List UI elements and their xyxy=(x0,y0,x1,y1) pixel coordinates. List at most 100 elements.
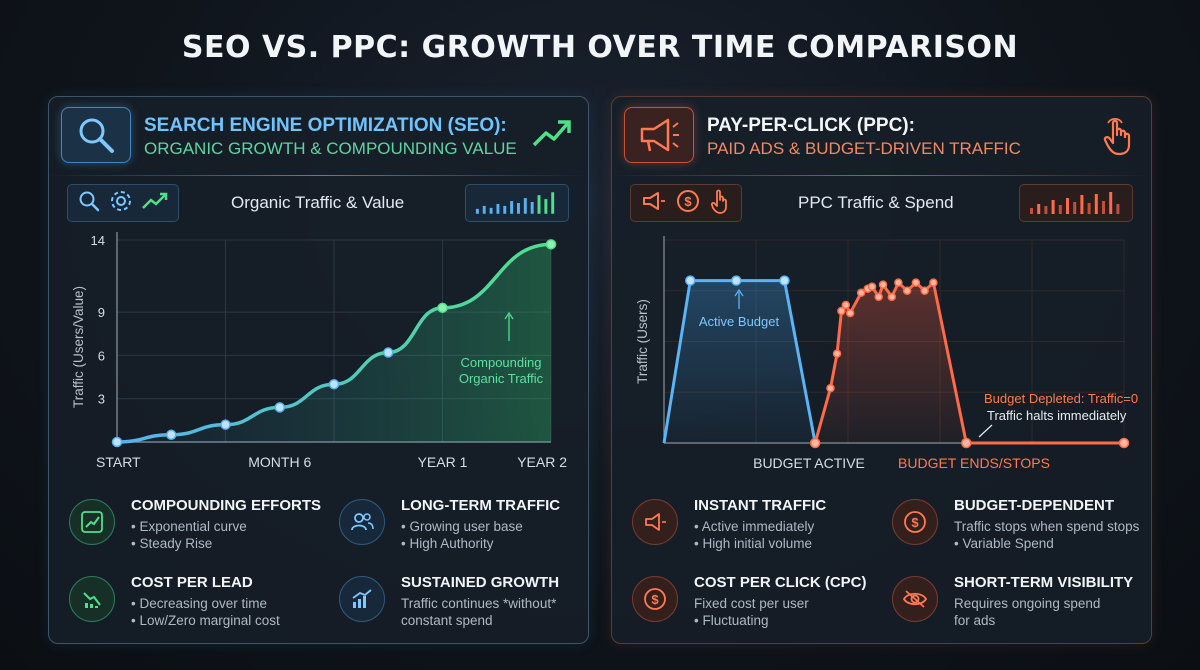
annotation-arrowhead xyxy=(504,311,514,320)
data-point xyxy=(887,292,897,302)
mini-bar xyxy=(1116,204,1120,214)
feature-sustained-growth: SUSTAINED GROWTH Traffic continues *with… xyxy=(339,574,599,640)
mini-bar xyxy=(503,205,507,214)
mini-bar xyxy=(510,201,514,214)
feature-line: constant spend xyxy=(401,613,493,628)
feature-title: SUSTAINED GROWTH xyxy=(401,574,560,591)
annotation-label: Budget Depleted: Traffic=0 xyxy=(984,391,1138,406)
data-point xyxy=(867,282,877,291)
data-point xyxy=(166,429,177,441)
y-axis-label: Traffic (Users/Value) xyxy=(71,286,86,408)
annotation-arrow xyxy=(978,424,993,438)
megaphone-icon xyxy=(624,107,694,163)
feature-long-term-traffic: LONG-TERM TRAFFIC • Growing user base • … xyxy=(339,497,599,563)
y-tick-label: 9 xyxy=(98,305,105,320)
feature-title: COMPOUNDING EFFORTS xyxy=(131,497,321,514)
dollar-coin-icon: $ xyxy=(632,576,678,622)
data-point xyxy=(894,278,903,287)
feature-line: • Decreasing over time xyxy=(131,596,268,611)
data-point xyxy=(826,383,835,393)
eye-icon xyxy=(892,576,938,622)
click-hand-icon xyxy=(709,188,731,219)
rising-bars-icon xyxy=(339,576,385,622)
feature-line: for ads xyxy=(954,613,996,628)
data-point xyxy=(832,349,842,358)
feature-title: COST PER CLICK (CPC) xyxy=(694,574,867,591)
data-point xyxy=(911,278,921,287)
data-point xyxy=(328,379,340,390)
mini-bar xyxy=(1073,202,1077,214)
growth-chart-icon xyxy=(69,499,115,545)
megaphone-icon xyxy=(641,190,667,217)
bar-chart-icon xyxy=(465,184,569,222)
seo-subtitle: ORGANIC GROWTH & COMPOUNDING VALUE xyxy=(144,139,517,158)
mini-bar xyxy=(551,192,555,214)
mini-bar xyxy=(1058,205,1062,214)
mini-bar xyxy=(1066,198,1069,214)
y-tick-label: 3 xyxy=(98,392,105,407)
megaphone-icon xyxy=(632,499,678,545)
y-axis-label: Traffic (Users) xyxy=(635,299,650,384)
mini-bar xyxy=(482,205,486,214)
data-point xyxy=(274,402,285,413)
mini-bar xyxy=(475,208,479,214)
feature-line: • Low/Zero marginal cost xyxy=(131,613,280,628)
seo-toolbar xyxy=(67,184,179,222)
mini-bar xyxy=(496,203,500,214)
x-tick-label: START xyxy=(96,454,141,470)
data-point xyxy=(929,278,938,287)
search-icon xyxy=(77,189,101,218)
data-point xyxy=(874,292,883,302)
data-point xyxy=(961,437,972,449)
declining-chart-icon xyxy=(69,576,115,622)
data-point xyxy=(845,308,855,318)
mini-bar xyxy=(537,195,541,214)
mini-bar xyxy=(1080,195,1084,214)
data-point xyxy=(809,437,821,449)
seo-traffic-chart: 3 6 9 14 START MONTH 6 YEAR 1 YEAR 2 Traffic (Us… xyxy=(71,232,567,470)
feature-title: COST PER LEAD xyxy=(131,574,253,591)
annotation-arrowhead xyxy=(734,288,744,297)
data-point xyxy=(878,280,888,289)
data-point xyxy=(1118,437,1130,449)
data-point xyxy=(383,347,394,358)
feature-line: • Active immediately xyxy=(694,519,815,534)
data-point xyxy=(837,306,846,316)
svg-text:$: $ xyxy=(911,515,919,530)
feature-line: Requires ongoing spend xyxy=(954,596,1101,611)
feature-title: SHORT-TERM VISIBILITY xyxy=(954,574,1134,591)
ppc-traffic-chart: Traffic (Users) BUDGET ACTIVE BUDGET ENDS/… xyxy=(635,236,1138,471)
feature-line: • High initial volume xyxy=(694,536,813,551)
y-tick-label: 6 xyxy=(98,348,105,363)
feature-title: BUDGET-DEPENDENT xyxy=(954,497,1115,514)
svg-text:$: $ xyxy=(684,194,692,209)
feature-title: LONG-TERM TRAFFIC xyxy=(401,497,561,514)
data-point xyxy=(111,436,123,448)
mini-bar xyxy=(544,199,548,214)
feature-line: • Growing user base xyxy=(401,519,523,534)
trend-up-icon xyxy=(141,190,169,217)
feature-line: Traffic continues *without* xyxy=(401,596,557,611)
data-point xyxy=(856,288,866,298)
seo-chart-title: Organic Traffic & Value xyxy=(231,193,405,212)
feature-line: • Steady Rise xyxy=(131,536,213,551)
click-hand-icon xyxy=(1097,115,1137,162)
feature-cost-per-click: $ COST PER CLICK (CPC) Fixed cost per us… xyxy=(632,574,892,640)
dollar-coin-icon: $ xyxy=(892,499,938,545)
page-title: SEO VS. PPC: GROWTH OVER TIME COMPARISON xyxy=(181,30,1019,65)
feature-cost-per-lead: COST PER LEAD • Decreasing over time • L… xyxy=(69,574,329,640)
feature-budget-dependent: $ BUDGET-DEPENDENT Traffic stops when sp… xyxy=(892,497,1152,563)
data-point xyxy=(220,419,231,430)
ppc-panel: PAY-PER-CLICK (PPC): PAID ADS & BUDGET-D… xyxy=(611,96,1152,644)
feature-instant-traffic: INSTANT TRAFFIC • Active immediately • H… xyxy=(632,497,892,563)
feature-line: • High Authority xyxy=(401,536,494,551)
feature-compounding-efforts: COMPOUNDING EFFORTS • Exponential curve … xyxy=(69,497,329,563)
search-icon xyxy=(61,107,131,163)
svg-text:$: $ xyxy=(651,592,659,607)
dollar-coin-icon: $ xyxy=(675,188,701,219)
data-point xyxy=(902,286,912,295)
area-fill xyxy=(815,282,967,443)
ppc-chart-title: PPC Traffic & Spend xyxy=(798,193,954,212)
area-fill xyxy=(117,244,551,442)
mini-bar xyxy=(1109,192,1113,214)
